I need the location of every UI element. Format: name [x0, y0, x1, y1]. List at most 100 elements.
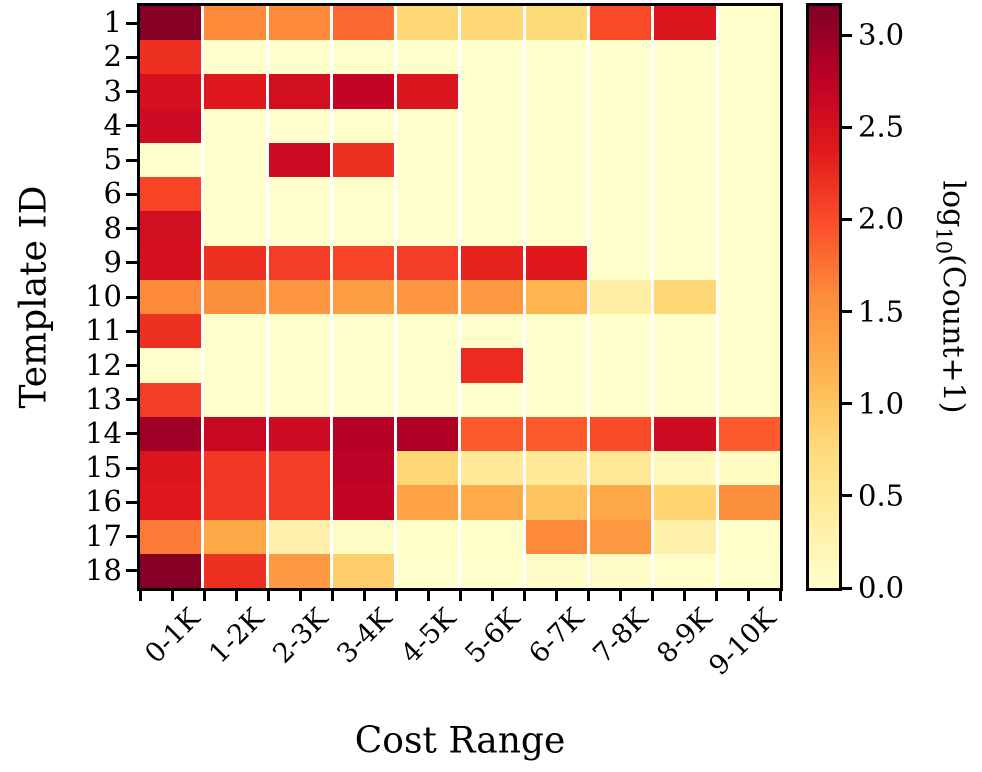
x-axis-tick [202, 591, 206, 601]
x-axis-tick [586, 591, 590, 601]
x-tick-label: 5-6K [459, 602, 527, 670]
heatmap-cell-5-3-4K [332, 142, 395, 178]
heatmap-cell-9-4-5K [397, 245, 459, 280]
heatmap-cell-18-7-8K [590, 553, 652, 588]
heatmap-cell-9-8-9K [654, 245, 716, 280]
x-axis-tick [298, 591, 302, 601]
heatmap-cell-1-8-9K [654, 6, 716, 41]
heatmap-cell-14-9-10K [718, 416, 780, 452]
heatmap-cell-11-8-9K [654, 314, 716, 349]
heatmap-cell-4-3-4K [332, 108, 395, 143]
x-axis-title: Cost Range [354, 720, 566, 762]
heatmap-cell-6-6-7K [525, 177, 588, 212]
x-axis-tick [458, 591, 462, 601]
heatmap-cell-6-0-1K [140, 177, 202, 212]
heatmap-cell-1-7-8K [590, 6, 652, 41]
heatmap-cell-5-2-3K [268, 142, 330, 178]
heatmap-cell-18-5-6K [461, 553, 523, 588]
colorbar-tick [842, 125, 852, 129]
heatmap-cell-11-2-3K [268, 314, 330, 349]
y-tick-label: 9 [103, 244, 122, 279]
colorbar-tick-label: 1.0 [858, 386, 905, 421]
y-tick-label: 10 [85, 278, 122, 313]
x-axis-tick [234, 591, 238, 601]
heatmap-cell-14-1-2K [204, 416, 266, 452]
heatmap-cell-13-2-3K [268, 382, 330, 417]
heatmap-cell-10-8-9K [654, 279, 716, 315]
y-axis-tick [126, 364, 137, 367]
heatmap-cell-3-4-5K [397, 74, 459, 109]
heatmap-cell-8-9-10K [718, 211, 780, 246]
y-tick-label: 2 [103, 39, 122, 74]
heatmap-cell-9-1-2K [204, 245, 266, 280]
x-axis-tick [362, 591, 366, 601]
heatmap-cell-8-8-9K [654, 211, 716, 246]
heatmap-cell-4-9-10K [718, 108, 780, 143]
heatmap-cell-10-4-5K [397, 279, 459, 315]
y-axis-tick [126, 569, 137, 573]
heatmap-cell-18-1-2K [204, 553, 266, 588]
heatmap-cell-5-0-1K [140, 142, 202, 178]
heatmap-cell-12-6-7K [525, 348, 588, 383]
heatmap-cell-3-2-3K [268, 74, 330, 109]
heatmap-cell-14-7-8K [590, 416, 652, 452]
y-axis-tick [126, 329, 137, 333]
heatmap-cell-17-3-4K [332, 519, 395, 554]
heatmap-cell-4-8-9K [654, 108, 716, 143]
heatmap-cell-16-8-9K [654, 485, 716, 520]
y-axis-tick [126, 90, 137, 94]
heatmap-cell-1-6-7K [525, 6, 588, 41]
heatmap-cell-3-7-8K [590, 74, 652, 109]
heatmap-cell-11-6-7K [525, 314, 588, 349]
heatmap-cell-17-9-10K [718, 519, 780, 554]
heatmap-cell-11-5-6K [461, 314, 523, 349]
heatmap-cell-16-5-6K [461, 485, 523, 520]
heatmap-cell-3-1-2K [204, 74, 266, 109]
heatmap-cell-2-5-6K [461, 40, 523, 75]
heatmap-cell-2-6-7K [525, 40, 588, 75]
heatmap-cell-14-2-3K [268, 416, 330, 452]
heatmap-cell-2-3-4K [332, 40, 395, 75]
heatmap-cell-5-6-7K [525, 142, 588, 178]
x-tick-label: 2-3K [267, 602, 335, 670]
colorbar-tick-label: 1.5 [858, 294, 905, 329]
heatmap-cell-14-4-5K [397, 416, 459, 452]
heatmap-cell-6-1-2K [204, 177, 266, 212]
y-axis-tick [126, 535, 137, 539]
heatmap-cell-12-0-1K [140, 348, 202, 383]
heatmap-cell-9-5-6K [461, 245, 523, 280]
heatmap-cell-4-4-5K [397, 108, 459, 143]
y-tick-label: 15 [85, 450, 122, 485]
colorbar-label: log10(Count+1) [932, 181, 971, 414]
heatmap-cell-6-8-9K [654, 177, 716, 212]
y-tick-label: 4 [103, 107, 122, 142]
heatmap-cell-17-0-1K [140, 519, 202, 554]
heatmap-cell-1-3-4K [332, 6, 395, 41]
y-axis-tick [126, 295, 137, 299]
y-tick-label: 13 [85, 381, 122, 416]
heatmap-cell-9-2-3K [268, 245, 330, 280]
x-axis-tick [394, 591, 398, 601]
x-axis-tick [778, 591, 782, 601]
colorbar-tick-label: 2.0 [858, 201, 905, 236]
heatmap-cell-16-3-4K [332, 485, 395, 520]
colorbar-tick [842, 586, 852, 590]
y-tick-label: 18 [85, 552, 122, 587]
heatmap-cell-13-5-6K [461, 382, 523, 417]
x-axis-tick [330, 591, 334, 601]
heatmap-cell-10-9-10K [718, 279, 780, 315]
heatmap-cell-18-6-7K [525, 553, 588, 588]
heatmap-cell-16-0-1K [140, 485, 202, 520]
heatmap-cell-1-0-1K [140, 6, 202, 41]
colorbar-label-subscript: 10 [931, 227, 956, 255]
heatmap-cell-2-9-10K [718, 40, 780, 75]
colorbar-tick-label: 0.5 [858, 478, 905, 513]
heatmap-cell-9-7-8K [590, 245, 652, 280]
colorbar-tick [842, 494, 852, 498]
heatmap-cell-17-1-2K [204, 519, 266, 554]
y-axis-tick [126, 158, 137, 162]
y-axis-tick [126, 432, 137, 436]
plot-area [137, 3, 783, 591]
heatmap-cell-16-9-10K [718, 485, 780, 520]
x-axis-tick [682, 591, 686, 601]
